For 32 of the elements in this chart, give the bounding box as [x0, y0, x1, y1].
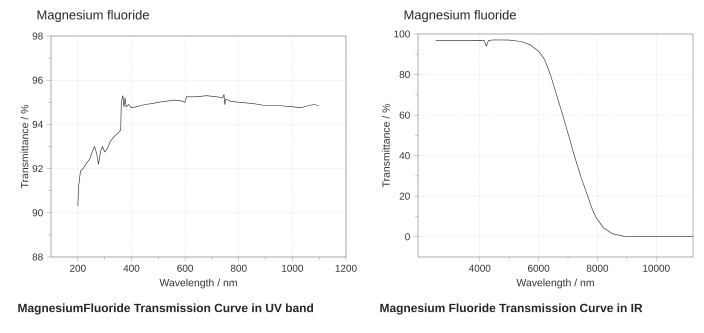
x-tick-label: 8000: [586, 264, 608, 272]
y-tick-label: 80: [400, 71, 410, 78]
chart-subtitle: Magnesium fluoride: [38, 10, 149, 22]
x-tick-label: 1000: [282, 264, 304, 272]
x-tick-label: 4000: [468, 264, 490, 272]
y-tick-label: 94: [32, 120, 43, 128]
chart-subtitle: Magnesium fluoride: [404, 10, 516, 22]
x-tick-label: 400: [123, 264, 140, 272]
y-tick-label: 60: [400, 112, 410, 119]
y-tick-label: 100: [394, 30, 410, 38]
y-tick-label: 98: [32, 32, 43, 40]
y-tick-label: 0: [405, 233, 410, 240]
y-tick-label: 92: [32, 165, 43, 172]
text: Magnesium Fluoride Transmission Curve in IR: [380, 303, 642, 315]
line-series: [435, 40, 694, 238]
x-tick-label: 600: [177, 264, 194, 272]
line-series: [78, 94, 320, 206]
x-axis-title: Wavelength / nm: [516, 278, 594, 288]
x-tick-label: 6000: [528, 264, 550, 272]
y-tick-label: 88: [32, 253, 43, 261]
y-axis-title: Transmittance / %: [20, 104, 28, 188]
y-tick-label: 96: [32, 76, 43, 84]
y-tick-label: 40: [399, 152, 410, 160]
x-tick-label: 800: [230, 264, 247, 272]
y-axis-title: Transmittance / %: [382, 104, 390, 188]
y-tick-label: 90: [32, 209, 43, 216]
x-tick-label: 1200: [336, 264, 357, 272]
x-axis-title: Wavelength / nm: [160, 278, 237, 288]
x-tick-label: 200: [70, 264, 86, 272]
y-tick-label: 20: [400, 192, 410, 200]
x-tick-label: 10000: [643, 264, 670, 272]
text: MagnesiumFluoride Transmission Curve in UV band: [18, 303, 314, 315]
